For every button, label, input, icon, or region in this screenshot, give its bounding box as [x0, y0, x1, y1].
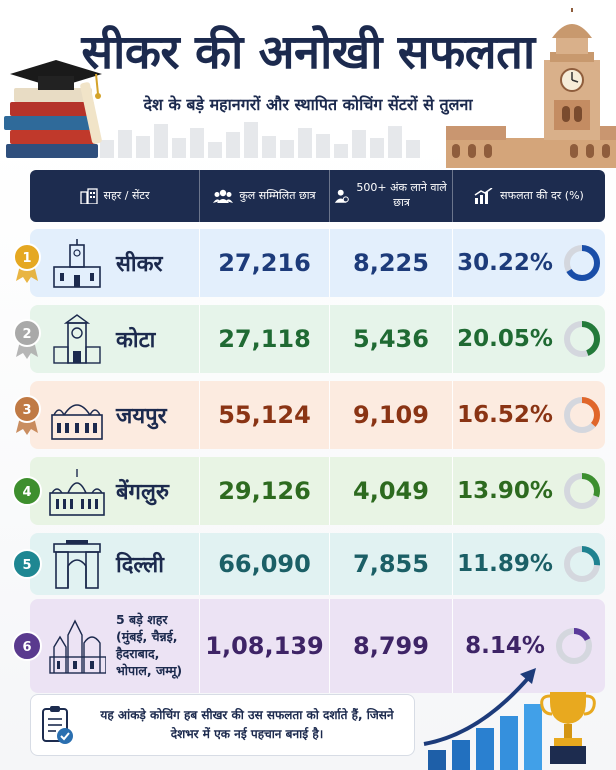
clipboard-check-icon	[41, 704, 75, 746]
total-students-cell: 29,126	[200, 457, 330, 525]
city-name: 5 बड़े शहर (मुंबई, चैन्नई, हैदराबाद, भोप…	[116, 612, 199, 680]
city-name: सीकर	[116, 248, 162, 278]
column-label: कुल सम्मिलित छात्र	[239, 189, 315, 204]
growth-chart-trophy-icon	[420, 668, 616, 770]
column-label: सहर / सेंटर	[104, 189, 150, 204]
top-scorers-cell: 5,436	[330, 305, 453, 373]
success-rate-ring	[563, 545, 601, 583]
city-cell: दिल्ली	[30, 533, 200, 595]
total-students-cell: 1,08,139	[200, 599, 330, 693]
success-rate-value: 13.90%	[457, 478, 553, 504]
city-cell: सीकर	[30, 229, 200, 297]
city-landmark-icon	[48, 313, 106, 365]
building-icon	[80, 188, 98, 204]
success-rate-value: 11.89%	[457, 551, 553, 577]
city-name: बेंगलुरु	[116, 476, 169, 506]
city-cell: जयपुर	[30, 381, 200, 449]
table-row: 4 बेंगलुरु 29,126 4,049 13.90%	[30, 457, 605, 525]
rank-number: 6	[22, 640, 31, 655]
column-header-city: सहर / सेंटर	[30, 170, 200, 222]
success-rate-cell: 20.05%	[453, 305, 605, 373]
rank-medal-icon: 5	[12, 544, 42, 584]
column-label: सफलता की दर (%)	[500, 189, 584, 204]
footer-note-box: यह आंकड़े कोचिंग हब सीखर की उस सफलता को …	[30, 694, 415, 756]
city-name: जयपुर	[116, 400, 167, 430]
rank-medal-icon: 2	[12, 319, 42, 359]
footer-note-text: यह आंकड़े कोचिंग हब सीखर की उस सफलता को …	[87, 706, 407, 744]
table-row: 1 सीकर 27,216 8,225 30.22%	[30, 229, 605, 297]
group-icon	[213, 188, 233, 204]
city-name: दिल्ली	[116, 549, 164, 579]
city-landmark-icon	[48, 389, 106, 441]
top-scorers-cell: 9,109	[330, 381, 453, 449]
city-cell: कोटा	[30, 305, 200, 373]
clock-tower-icon	[446, 8, 616, 168]
column-header-success-rate: सफलता की दर (%)	[453, 170, 605, 222]
success-rate-ring	[563, 320, 601, 358]
column-header-top-scorers: 500+ अंक लाने वाले छात्र	[330, 170, 453, 222]
city-name: कोटा	[116, 324, 155, 354]
rank-medal-icon: 6	[12, 626, 42, 666]
city-cell: बेंगलुरु	[30, 457, 200, 525]
success-rate-cell: 16.52%	[453, 381, 605, 449]
city-landmark-icon	[48, 538, 106, 590]
student-icon	[334, 187, 349, 205]
rank-medal-icon: 1	[12, 243, 42, 283]
rank-number: 2	[22, 327, 31, 342]
success-rate-ring	[555, 627, 593, 665]
top-scorers-cell: 4,049	[330, 457, 453, 525]
column-header-total: कुल सम्मिलित छात्र	[200, 170, 330, 222]
column-label: 500+ अंक लाने वाले छात्र	[355, 181, 448, 211]
top-scorers-cell: 7,855	[330, 533, 453, 595]
rank-number: 3	[22, 403, 31, 418]
total-students-cell: 55,124	[200, 381, 330, 449]
city-landmark-icon	[48, 465, 106, 517]
total-students-cell: 66,090	[200, 533, 330, 595]
skyline-silhouette	[100, 118, 460, 158]
success-rate-ring	[563, 396, 601, 434]
success-rate-ring	[563, 472, 601, 510]
success-rate-ring	[563, 244, 601, 282]
rank-medal-icon: 3	[12, 395, 42, 435]
table-row: 2 कोटा 27,118 5,436 20.05%	[30, 305, 605, 373]
city-landmark-icon	[48, 237, 106, 289]
success-rate-value: 30.22%	[457, 250, 553, 276]
rank-medal-icon: 4	[12, 471, 42, 511]
hero-banner: सीकर की अनोखी सफलता देश के बड़े महानगरों…	[0, 0, 616, 165]
table-row: 3 जयपुर 55,124 9,109 16.52%	[30, 381, 605, 449]
rank-number: 5	[22, 558, 31, 573]
table-row: 5 दिल्ली 66,090 7,855 11.89%	[30, 533, 605, 595]
table-header: सहर / सेंटर कुल सम्मिलित छात्र 500+ अंक …	[30, 170, 605, 222]
success-rate-value: 20.05%	[457, 326, 553, 352]
city-landmark-icon	[48, 614, 106, 678]
rank-number: 4	[22, 485, 31, 500]
success-rate-value: 16.52%	[457, 402, 553, 428]
rank-number: 1	[22, 251, 31, 266]
top-scorers-cell: 8,225	[330, 229, 453, 297]
total-students-cell: 27,118	[200, 305, 330, 373]
city-cell: 5 बड़े शहर (मुंबई, चैन्नई, हैदराबाद, भोप…	[30, 599, 200, 693]
bar-chart-icon	[474, 188, 494, 204]
success-rate-cell: 11.89%	[453, 533, 605, 595]
success-rate-cell: 30.22%	[453, 229, 605, 297]
total-students-cell: 27,216	[200, 229, 330, 297]
success-rate-value: 8.14%	[465, 633, 545, 659]
success-rate-cell: 13.90%	[453, 457, 605, 525]
